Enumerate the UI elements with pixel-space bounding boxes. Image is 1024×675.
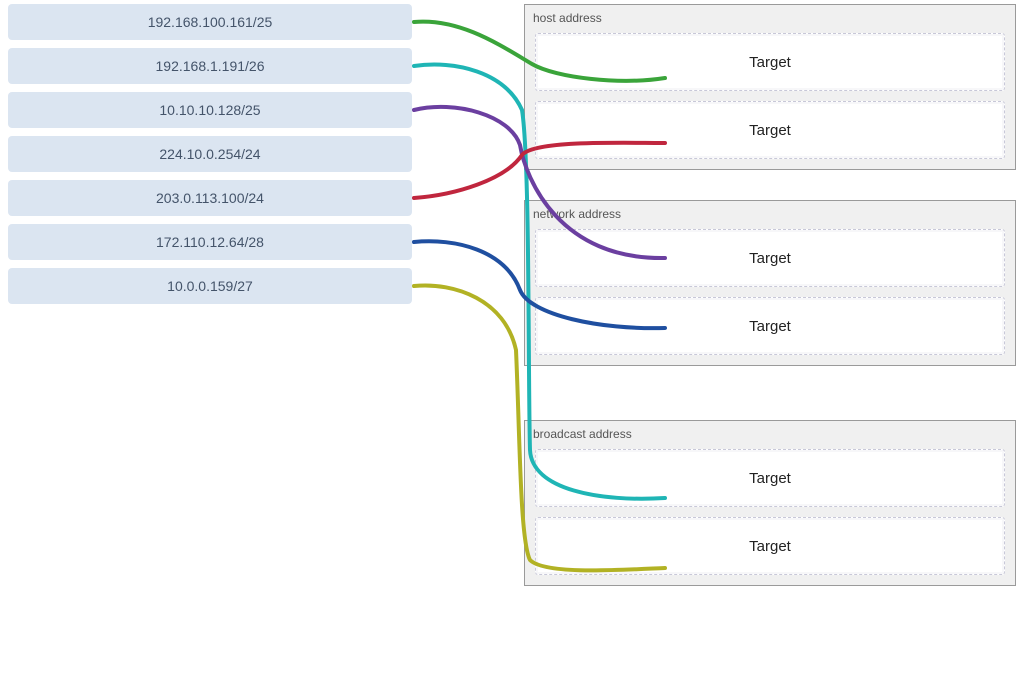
source-item-4[interactable]: 203.0.113.100/24 bbox=[8, 180, 412, 216]
dropzone-host-title: host address bbox=[525, 5, 1015, 27]
dropzone-broadcast-targets: Target Target bbox=[525, 443, 1015, 585]
dropzone-network[interactable]: network address Target Target bbox=[524, 200, 1016, 366]
target-broadcast-2[interactable]: Target bbox=[535, 517, 1005, 575]
dropzone-host-targets: Target Target bbox=[525, 27, 1015, 169]
dropzone-network-targets: Target Target bbox=[525, 223, 1015, 365]
dropzone-broadcast[interactable]: broadcast address Target Target bbox=[524, 420, 1016, 586]
dropzone-broadcast-title: broadcast address bbox=[525, 421, 1015, 443]
dropzone-host[interactable]: host address Target Target bbox=[524, 4, 1016, 170]
target-network-1[interactable]: Target bbox=[535, 229, 1005, 287]
source-item-5[interactable]: 172.110.12.64/28 bbox=[8, 224, 412, 260]
target-network-2[interactable]: Target bbox=[535, 297, 1005, 355]
target-host-1[interactable]: Target bbox=[535, 33, 1005, 91]
source-item-2[interactable]: 10.10.10.128/25 bbox=[8, 92, 412, 128]
source-item-1[interactable]: 192.168.1.191/26 bbox=[8, 48, 412, 84]
source-item-6[interactable]: 10.0.0.159/27 bbox=[8, 268, 412, 304]
target-broadcast-1[interactable]: Target bbox=[535, 449, 1005, 507]
target-host-2[interactable]: Target bbox=[535, 101, 1005, 159]
source-item-0[interactable]: 192.168.100.161/25 bbox=[8, 4, 412, 40]
source-list: 192.168.100.161/25 192.168.1.191/26 10.1… bbox=[8, 4, 412, 312]
dropzone-network-title: network address bbox=[525, 201, 1015, 223]
source-item-3[interactable]: 224.10.0.254/24 bbox=[8, 136, 412, 172]
